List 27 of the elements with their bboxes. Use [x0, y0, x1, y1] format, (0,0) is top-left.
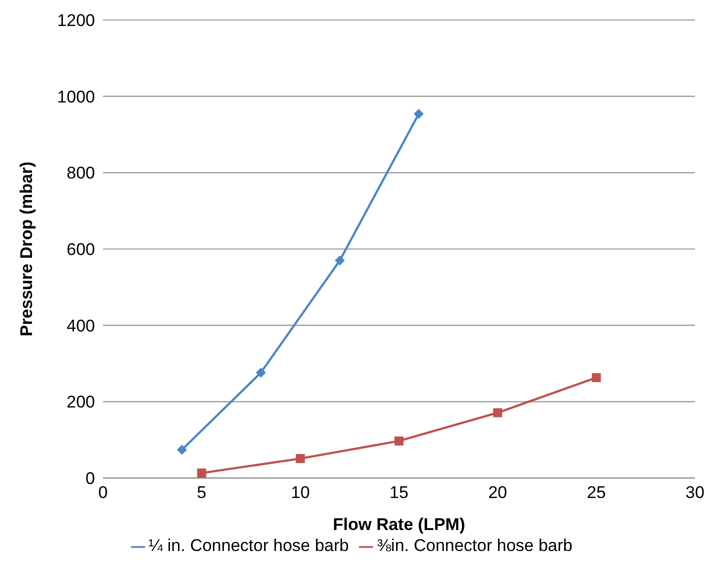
legend-label: ¼ in. Connector hose barb — [148, 536, 349, 555]
y-tick-label: 200 — [66, 392, 95, 412]
point — [296, 454, 305, 464]
point — [394, 436, 404, 446]
y-tick-label: 1200 — [57, 11, 95, 30]
point — [176, 444, 187, 455]
point — [414, 108, 424, 119]
x-tick-label: 25 — [586, 483, 606, 502]
point — [493, 408, 502, 418]
x-tick-label: 30 — [686, 483, 704, 502]
x-tick-label: 20 — [488, 483, 508, 502]
x-tick-label: 10 — [290, 483, 310, 502]
y-tick-label: 600 — [66, 240, 95, 260]
legend-label: ⅜in. Connector hose barb — [376, 536, 572, 555]
point — [197, 468, 206, 478]
x-tick-label: 5 — [196, 483, 206, 502]
y-axis-title: Pressure Drop (mbar) — [17, 162, 36, 336]
y-tick-label: 800 — [66, 164, 95, 183]
x-axis-title: Flow Rate (LPM) — [332, 515, 466, 534]
y-tick-label: 0 — [86, 469, 95, 488]
point — [334, 255, 345, 266]
point — [256, 368, 266, 378]
point — [592, 373, 601, 382]
x-tick-label: 0 — [98, 483, 108, 502]
y-tick-label: 400 — [66, 316, 95, 336]
x-tick-label: 15 — [390, 483, 408, 502]
y-tick-label: 1000 — [57, 87, 95, 106]
